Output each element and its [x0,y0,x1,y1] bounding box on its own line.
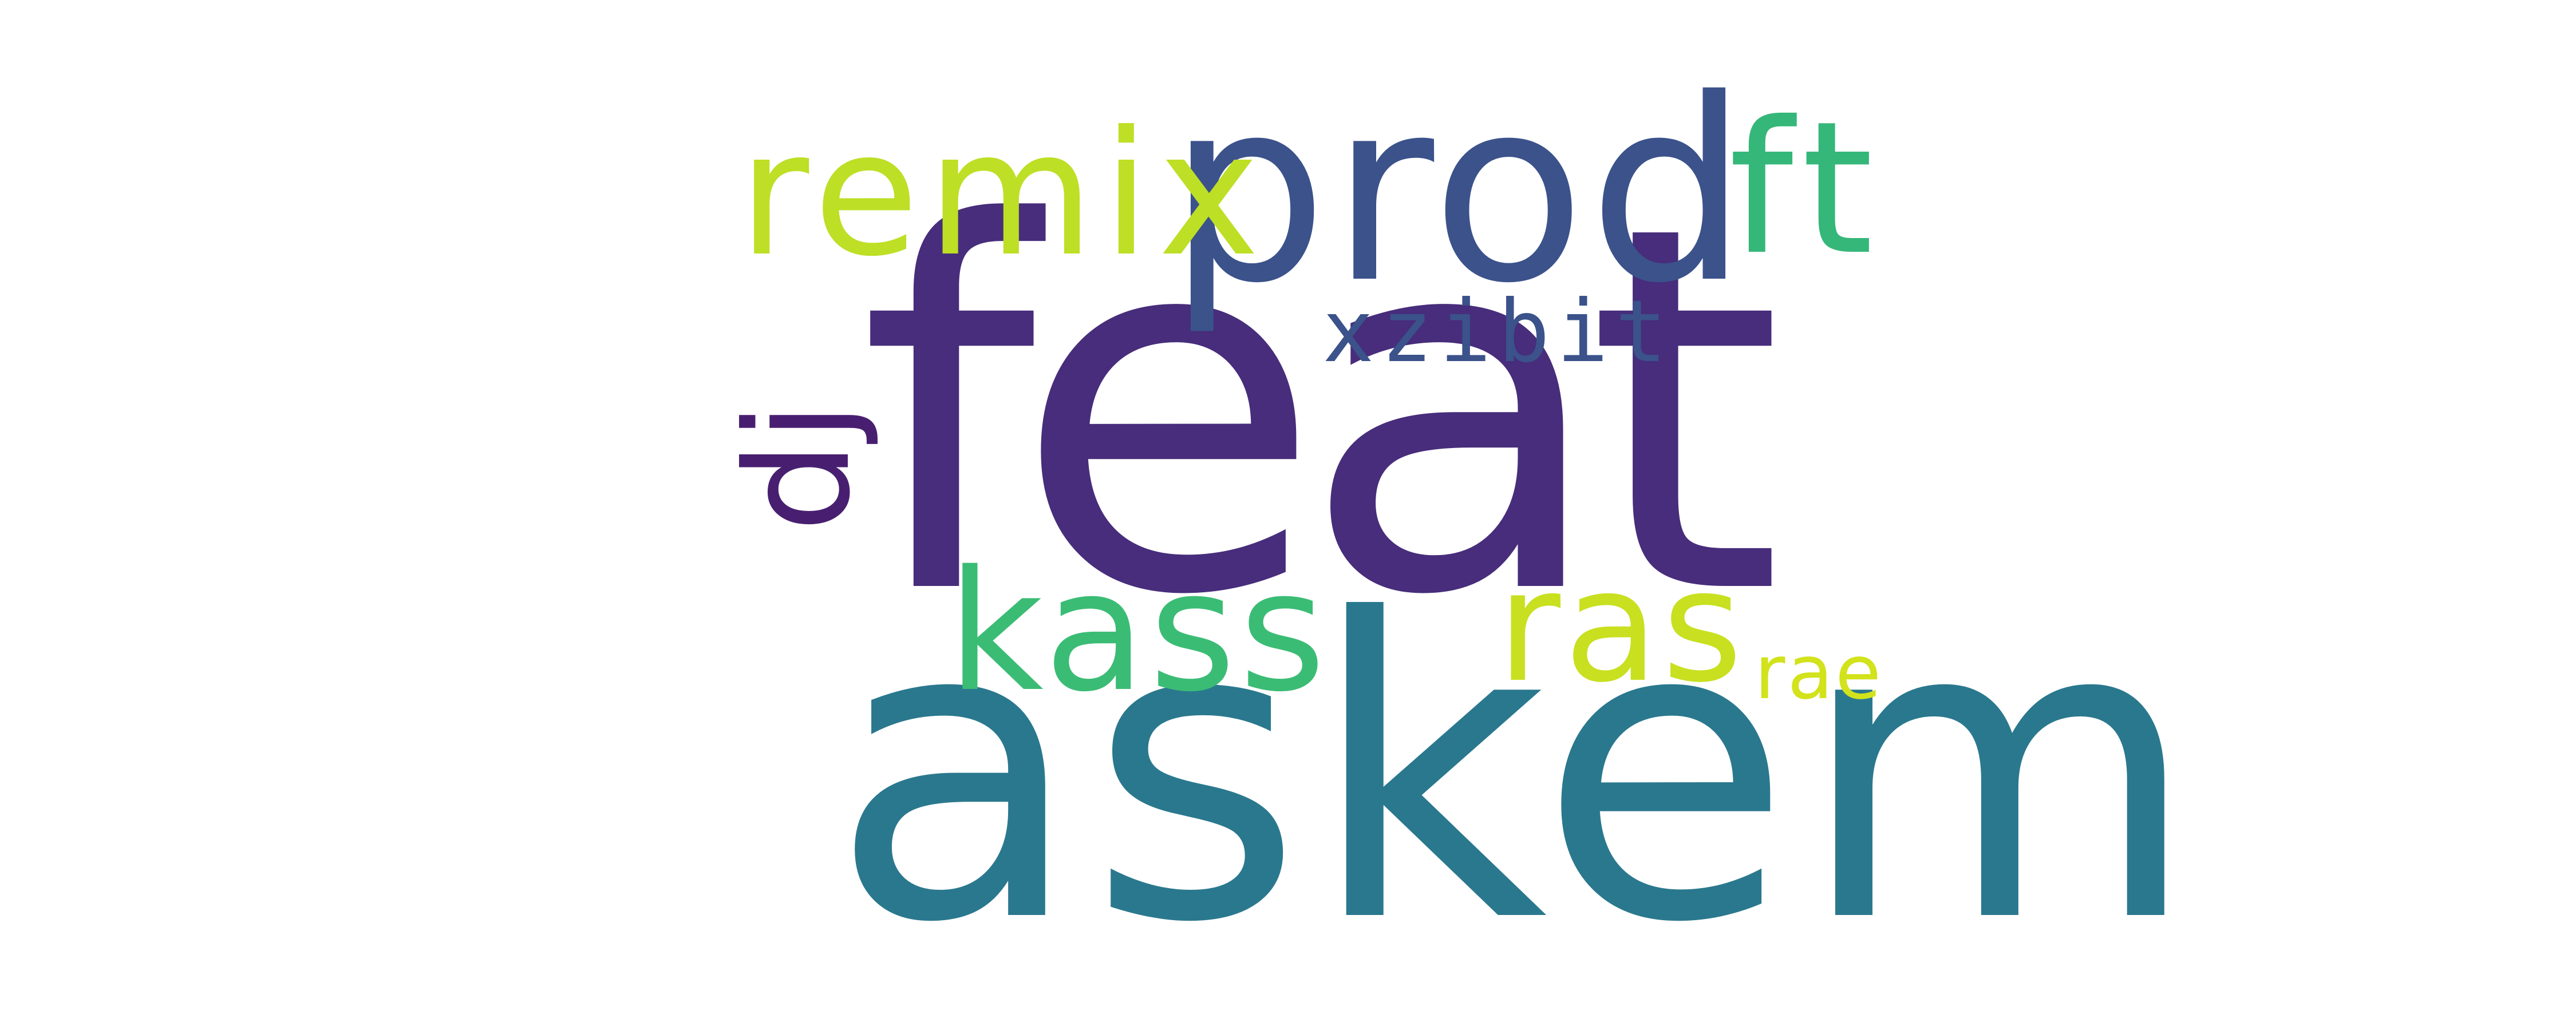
word-dj: dj [715,401,882,532]
word-ras: ras [1497,536,1747,716]
word-xzibit: xzibit [1322,282,1674,382]
word-askem: askem [830,533,2205,1012]
word-rae: rae [1755,629,1884,716]
word-prod: prod [1168,45,1752,338]
word-feat: feat [859,118,1784,705]
word-remix: remix [738,94,1268,294]
word-kass: kass [947,536,1329,728]
word-ft: ft [1729,82,1885,295]
